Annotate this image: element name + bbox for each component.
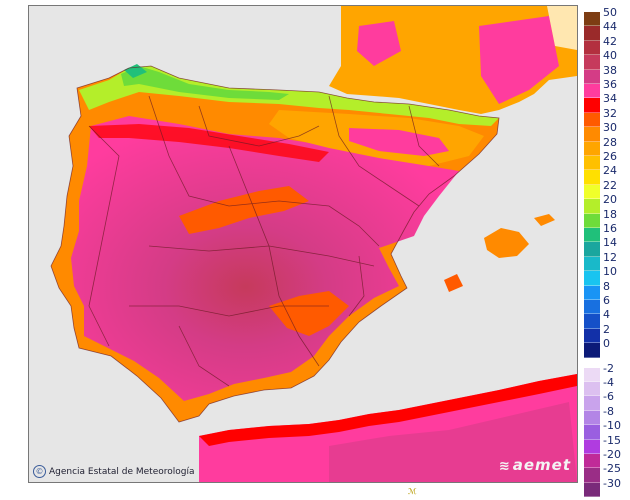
legend-label-warm-14: 18 [603, 207, 617, 221]
iberia-interior-hot [71, 116, 459, 401]
north-plateau-edge [89, 124, 329, 162]
credit-text: Agencia Estatal de Meteorología [49, 466, 195, 477]
legend-swatch-warm-21 [584, 314, 600, 329]
legend-swatch-cold-1 [584, 382, 600, 397]
north-cool-band [79, 66, 499, 126]
africa-interior-hot [329, 402, 577, 482]
legend-label-cold-8: -30 [603, 476, 621, 490]
legend-swatch-warm-2 [584, 40, 600, 56]
legend-label-cold-3: -8 [603, 404, 614, 418]
legend-label-warm-4: 38 [603, 63, 617, 77]
legend-label-cold-6: -20 [603, 448, 621, 461]
legend-label-cold-7: -25 [603, 462, 621, 476]
legend-label-warm-13: 20 [603, 193, 617, 207]
legend-label-cold-5: -15 [603, 433, 621, 447]
legend-swatch-cold-8 [584, 482, 600, 498]
legend-swatch-warm-13 [584, 199, 600, 214]
ebro-hot-core [349, 128, 449, 156]
legend-label-warm-17: 12 [603, 250, 617, 264]
legend-label-warm-20: 6 [603, 294, 610, 307]
legend-label-warm-7: 32 [603, 106, 617, 120]
legend-label-warm-11: 24 [603, 164, 617, 178]
legend-label-warm-22: 2 [603, 322, 610, 336]
legend-swatch-cold-0 [584, 367, 600, 382]
legend-label-warm-6: 34 [603, 92, 617, 106]
legend-swatch-warm-5 [584, 84, 600, 99]
legend-swatch-cold-3 [584, 410, 600, 426]
legend-swatch-warm-9 [584, 141, 600, 156]
legend-swatch-warm-22 [584, 328, 600, 344]
aemet-logo-text: aemet [512, 456, 571, 474]
legend-label-cold-0: -2 [603, 361, 614, 375]
france-cream [547, 6, 577, 50]
legend-label-warm-5: 36 [603, 78, 617, 91]
temperature-map: © Agencia Estatal de Meteorología ≋ aemet [28, 5, 578, 483]
legend-label-warm-23: 0 [603, 337, 610, 351]
legend-label-cold-1: -4 [603, 376, 614, 389]
legend-swatch-warm-8 [584, 127, 600, 142]
legend-label-warm-0: 50 [603, 6, 617, 19]
copyright-icon: © [33, 465, 46, 478]
central-ridge [179, 186, 309, 234]
france-pink-patch [357, 21, 401, 66]
legend-label-warm-15: 16 [603, 222, 617, 235]
france-hot-zone [479, 16, 559, 104]
north-coast-green [121, 66, 289, 100]
legend-swatch-warm-12 [584, 184, 600, 200]
legend-label-warm-10: 26 [603, 150, 617, 163]
legend-swatch-warm-18 [584, 271, 600, 286]
legend-swatch-warm-6 [584, 98, 600, 113]
aemet-credit: © Agencia Estatal de Meteorología [33, 465, 195, 478]
legend-label-cold-2: -6 [603, 390, 614, 404]
map-canvas [29, 6, 577, 482]
legend-label-warm-2: 42 [603, 34, 617, 48]
legend-label-warm-18: 10 [603, 265, 617, 279]
legend-label-warm-8: 30 [603, 121, 617, 135]
legend-swatch-cold-4 [584, 425, 600, 440]
aemet-logo: ≋ aemet [499, 456, 571, 474]
betic-ridge [269, 291, 349, 336]
ibiza [444, 274, 463, 292]
legend-label-warm-21: 4 [603, 308, 610, 322]
mallorca [484, 228, 529, 258]
legend-swatch-warm-7 [584, 112, 600, 128]
legend-swatch-warm-3 [584, 55, 600, 70]
asturias-cool-spot [124, 64, 147, 78]
legend-swatch-warm-15 [584, 228, 600, 243]
legend-label-warm-16: 14 [603, 236, 617, 250]
legend-label-warm-9: 28 [603, 135, 617, 149]
legend-swatch-warm-4 [584, 69, 600, 84]
legend-label-warm-12: 22 [603, 178, 617, 192]
africa-coast-red [199, 374, 577, 446]
legend-swatch-warm-11 [584, 170, 600, 185]
legend-swatch-warm-14 [584, 213, 600, 228]
legend-swatch-cold-5 [584, 439, 600, 454]
legend-swatch-warm-19 [584, 285, 600, 300]
legend-label-warm-3: 40 [603, 49, 617, 63]
legend-swatch-cold-2 [584, 396, 600, 411]
legend-swatch-warm-23 [584, 343, 600, 358]
legend-swatch-warm-10 [584, 156, 600, 171]
legend-swatch-warm-0 [584, 12, 600, 27]
legend-label-warm-1: 44 [603, 20, 617, 34]
legend-swatch-warm-20 [584, 300, 600, 315]
legend-swatch-cold-6 [584, 454, 600, 469]
legend-label-warm-19: 8 [603, 279, 610, 293]
aemet-swirl-icon: ≋ [498, 459, 511, 474]
regional-boundaries [50, 65, 500, 423]
bottom-mark: ℳ [408, 487, 417, 496]
menorca [534, 214, 555, 226]
legend-swatch-cold-7 [584, 468, 600, 483]
legend-swatch-warm-16 [584, 242, 600, 257]
temperature-legend [584, 12, 600, 498]
legend-swatch-warm-1 [584, 26, 600, 41]
legend-swatch-warm-17 [584, 256, 600, 272]
legend-label-cold-4: -10 [603, 419, 621, 433]
